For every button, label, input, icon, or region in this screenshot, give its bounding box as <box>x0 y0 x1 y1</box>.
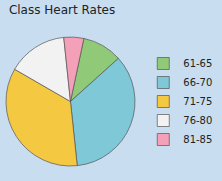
svg-text:66-70: 66-70 <box>183 77 212 88</box>
svg-text:76-80: 76-80 <box>183 115 212 126</box>
svg-text:61-65: 61-65 <box>183 58 212 69</box>
svg-text:81-85: 81-85 <box>183 134 212 145</box>
svg-text:Class Heart Rates: Class Heart Rates <box>9 3 115 17</box>
svg-text:71-75: 71-75 <box>183 96 212 107</box>
